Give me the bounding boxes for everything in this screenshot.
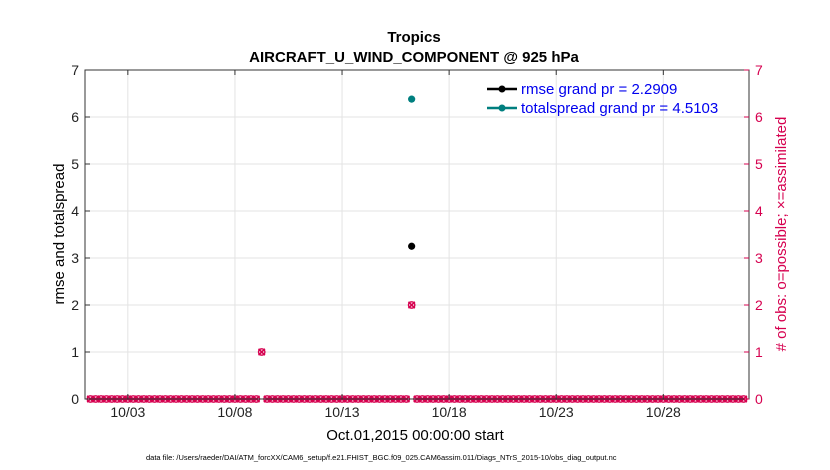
y-tick-label: 1 [71,344,79,360]
legend-label-totalspread: totalspread grand pr = 4.5103 [521,100,718,117]
rmse-point [408,242,416,250]
y-right-tick-label: 2 [755,297,763,313]
x-axis-label: Oct.01,2015 00:00:00 start [326,427,504,444]
y-axis-label: rmse and totalspread [51,164,68,305]
obs-possible-marker [257,348,266,356]
y-tick-label: 0 [71,391,79,407]
chart-title: Tropics [387,29,440,46]
obs-possible-marker [407,301,416,309]
y-right-tick-label: 3 [755,250,763,266]
totalspread-point [408,95,416,103]
obs-assimilated-marker [407,301,416,309]
y-right-tick-label: 6 [755,109,763,125]
y-right-tick-label: 1 [755,344,763,360]
y-tick-label: 2 [71,297,79,313]
x-tick-label: 10/28 [646,404,681,420]
y-right-tick-label: 4 [755,203,763,219]
legend-label-rmse: rmse grand pr = 2.2909 [521,81,677,98]
x-tick-label: 10/18 [432,404,467,420]
axis-ticks: 10/03 10/08 10/13 10/18 10/23 10/28 0 1 2 3 4 5 6 7 0 1… [71,62,763,420]
legend: rmse grand pr = 2.2909 totalspread grand… [487,81,718,117]
y-tick-label: 7 [71,62,79,78]
y-right-tick-label: 0 [755,391,763,407]
chart-subtitle: AIRCRAFT_U_WIND_COMPONENT @ 925 hPa [249,49,579,66]
legend-marker-totalspread [498,104,506,112]
y-right-tick-label: 5 [755,156,763,172]
x-tick-label: 10/23 [539,404,574,420]
plot-frame [84,69,750,400]
legend-marker-rmse [498,85,506,93]
x-tick-label: 10/03 [110,404,145,420]
y-tick-label: 3 [71,250,79,266]
x-tick-label: 10/08 [217,404,252,420]
y-right-tick-label: 7 [755,62,763,78]
y-axis-right-label: # of obs: o=possible; ×=assimilated [773,117,790,352]
plot-area [85,70,749,399]
y-tick-label: 6 [71,109,79,125]
obs-assimilated-marker [257,348,266,356]
data-file-footer: data file: /Users/raeder/DAI/ATM_forcXX/… [146,453,617,462]
x-tick-label: 10/13 [325,404,360,420]
y-tick-label: 5 [71,156,79,172]
y-tick-label: 4 [71,203,79,219]
